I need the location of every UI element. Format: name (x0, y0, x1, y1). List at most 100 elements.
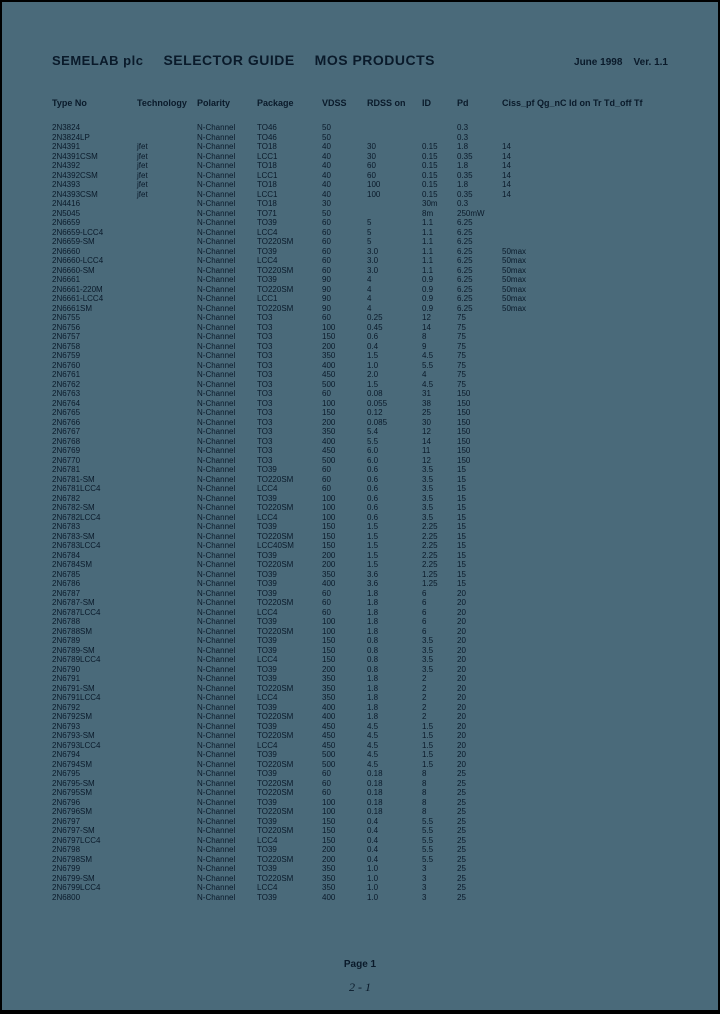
cell: N-Channel (197, 494, 257, 504)
cell: 15 (457, 494, 502, 504)
cell: 15 (457, 484, 502, 494)
cell: TO220SM (257, 598, 322, 608)
table-row: 2N6660N-ChannelTO39603.01.16.2550max (52, 247, 668, 257)
cell: 2N6788SM (52, 627, 137, 637)
cell: 60 (322, 484, 367, 494)
cell (137, 722, 197, 732)
cell: 30 (322, 199, 367, 209)
cell: 4.5 (422, 380, 457, 390)
cell: 14 (422, 437, 457, 447)
cell: N-Channel (197, 275, 257, 285)
table-row: 2N6787-SMN-ChannelTO220SM601.8620 (52, 598, 668, 608)
cell: 2N6769 (52, 446, 137, 456)
cell: 6.0 (367, 446, 422, 456)
cell: 200 (322, 418, 367, 428)
cell: 2N6661 (52, 275, 137, 285)
cell: 6 (422, 598, 457, 608)
cell: 3 (422, 874, 457, 884)
cell: N-Channel (197, 703, 257, 713)
cell: 150 (322, 541, 367, 551)
cell: N-Channel (197, 475, 257, 485)
table-row: 2N4392jfetN-ChannelTO1840600.151.814 (52, 161, 668, 171)
company-name: SEMELAB plc (52, 53, 143, 68)
table-row: 2N6799-SMN-ChannelTO220SM3501.0325 (52, 874, 668, 884)
date: June 1998 (574, 57, 622, 68)
cell (502, 589, 652, 599)
cell: N-Channel (197, 541, 257, 551)
cell: 15 (457, 465, 502, 475)
cell: LCC4 (257, 883, 322, 893)
cell: 400 (322, 361, 367, 371)
cell: 100 (322, 807, 367, 817)
cell: N-Channel (197, 779, 257, 789)
cell: N-Channel (197, 294, 257, 304)
cell: 20 (457, 608, 502, 618)
cell: jfet (137, 190, 197, 200)
cell: 8m (422, 209, 457, 219)
cell: 2N6768 (52, 437, 137, 447)
cell: 2N6661SM (52, 304, 137, 314)
cell: 15 (457, 541, 502, 551)
cell: 1.0 (367, 874, 422, 884)
cell (502, 522, 652, 532)
cell: TO39 (257, 703, 322, 713)
cell (502, 798, 652, 808)
cell: 2N3824LP (52, 133, 137, 143)
table-row: 2N6762N-ChannelTO35001.54.575 (52, 380, 668, 390)
cell: 4.5 (367, 731, 422, 741)
cell: 2N6791 (52, 674, 137, 684)
cell: TO39 (257, 636, 322, 646)
cell: N-Channel (197, 465, 257, 475)
cell (502, 655, 652, 665)
cell: N-Channel (197, 418, 257, 428)
cell (137, 617, 197, 627)
cell (137, 579, 197, 589)
table-row: 2N6798N-ChannelTO392000.45.525 (52, 845, 668, 855)
cell: 2N6783LCC4 (52, 541, 137, 551)
cell: 150 (322, 817, 367, 827)
cell: 6.25 (457, 256, 502, 266)
cell: N-Channel (197, 370, 257, 380)
cell: 4 (367, 304, 422, 314)
cell: 2N6660 (52, 247, 137, 257)
cell (502, 598, 652, 608)
cell: 8 (422, 798, 457, 808)
cell: LCC4 (257, 836, 322, 846)
cell: 25 (457, 798, 502, 808)
cell: 2N6795 (52, 769, 137, 779)
cell: 0.6 (367, 332, 422, 342)
cell: 0.18 (367, 798, 422, 808)
cell: 1.8 (367, 598, 422, 608)
page-number: Page 1 (2, 959, 718, 970)
cell: 60 (322, 237, 367, 247)
cell: 2N5045 (52, 209, 137, 219)
cell: 2N6783-SM (52, 532, 137, 542)
cell: 350 (322, 864, 367, 874)
cell: 15 (457, 532, 502, 542)
cell (502, 560, 652, 570)
cell: 2N6659 (52, 218, 137, 228)
cell: 20 (457, 674, 502, 684)
cell: 0.6 (367, 494, 422, 504)
cell (502, 494, 652, 504)
cell: LCC1 (257, 294, 322, 304)
cell: N-Channel (197, 741, 257, 751)
cell: 0.15 (422, 180, 457, 190)
cell (137, 826, 197, 836)
cell (502, 361, 652, 371)
cell (137, 361, 197, 371)
cell: 6.25 (457, 285, 502, 295)
cell: N-Channel (197, 617, 257, 627)
cell: 25 (457, 893, 502, 903)
cell: 0.08 (367, 389, 422, 399)
cell: 60 (322, 313, 367, 323)
cell: TO220SM (257, 826, 322, 836)
cell (502, 722, 652, 732)
cell: TO3 (257, 399, 322, 409)
cell (502, 864, 652, 874)
col-pd: Pd (457, 98, 502, 108)
cell: 12 (422, 427, 457, 437)
cell: 20 (457, 693, 502, 703)
cell: N-Channel (197, 750, 257, 760)
cell: 0.35 (457, 152, 502, 162)
